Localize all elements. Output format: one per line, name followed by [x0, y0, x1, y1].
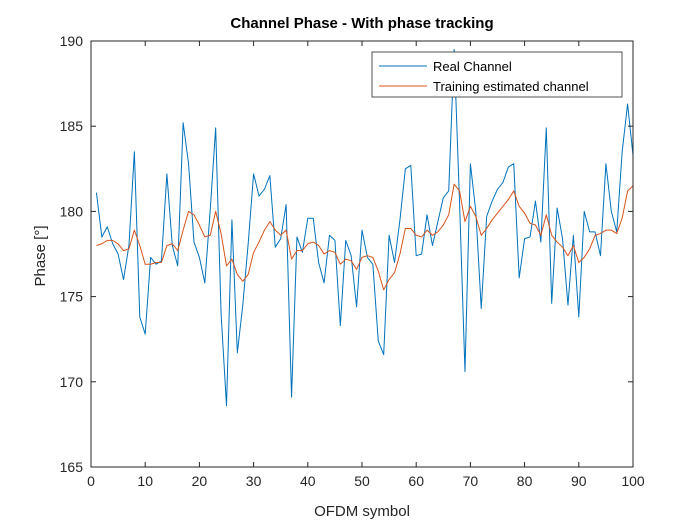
x-tick-label: 30	[246, 473, 262, 489]
series-line-estimated-channel	[96, 183, 634, 291]
x-tick-label: 20	[192, 473, 208, 489]
chart-title: Channel Phase - With phase tracking	[230, 15, 493, 32]
x-tick-label: 100	[621, 473, 645, 489]
x-tick-label: 50	[354, 473, 370, 489]
y-tick-label: 165	[60, 459, 84, 475]
x-tick-label: 80	[517, 473, 533, 489]
plot-background	[91, 41, 633, 467]
legend-label-real-channel: Real Channel	[433, 59, 512, 74]
legend-box	[371, 51, 623, 98]
plot-area: 0 10 20 30 40 50 60 70 80 90 100 165 170 175 180 185 190	[60, 33, 645, 489]
x-tick-label: 60	[408, 473, 424, 489]
series-layer	[95, 49, 634, 407]
x-tick-label: 0	[87, 473, 95, 489]
x-tick-label: 90	[571, 473, 587, 489]
legend-label-estimated-channel: Training estimated channel	[433, 79, 589, 94]
x-tick-label: 70	[463, 473, 479, 489]
y-tick-label: 175	[60, 289, 84, 305]
legend: Real Channel Training estimated channel	[371, 51, 623, 98]
y-tick-label: 185	[60, 118, 84, 134]
y-axis-label: Phase [°]	[32, 225, 49, 286]
x-tick-label: 40	[300, 473, 316, 489]
x-tick-label: 10	[137, 473, 153, 489]
y-tick-label: 190	[60, 33, 84, 49]
x-axis-label: OFDM symbol	[314, 503, 410, 520]
tick-layer: 0 10 20 30 40 50 60 70 80 90 100 165 170 175 180 185 190	[60, 33, 645, 489]
y-tick-label: 170	[60, 374, 84, 390]
y-tick-label: 180	[60, 203, 84, 219]
series-line-real-channel	[95, 49, 634, 407]
